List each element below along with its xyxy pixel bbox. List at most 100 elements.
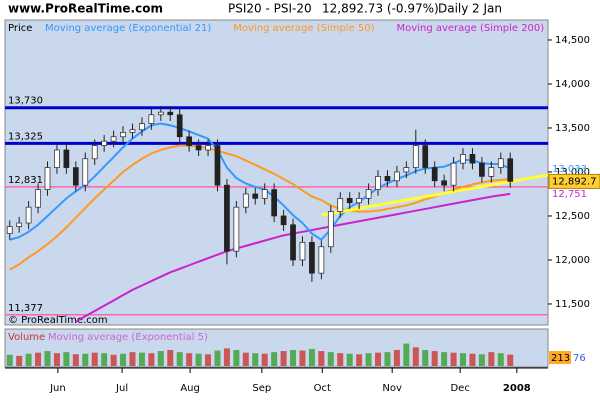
candle-body <box>35 189 41 208</box>
x-tick-label: Jul <box>115 383 128 394</box>
volume-bar <box>478 354 485 366</box>
candle-body <box>488 167 495 177</box>
volume-bar <box>327 352 334 366</box>
candle-body <box>318 246 325 274</box>
volume-bar <box>497 353 504 366</box>
candle-body <box>63 149 70 168</box>
candle-body <box>186 136 192 146</box>
last-value-label: 13,033 <box>552 164 587 175</box>
candle-body <box>25 206 32 224</box>
candle-body <box>72 167 79 186</box>
volume-bar <box>110 354 117 366</box>
volume-bar <box>91 352 98 366</box>
last-close-label: 12,892.7 <box>552 176 597 187</box>
y-tick-label: 13,500 <box>555 123 590 134</box>
volume-bar <box>318 351 325 366</box>
candle-body <box>346 198 353 204</box>
candle-body <box>412 145 419 168</box>
volume-bar <box>299 350 306 366</box>
volume-bar <box>488 352 495 366</box>
volume-last-label: 213 <box>551 353 570 364</box>
candle-body <box>205 145 211 151</box>
volume-bar <box>120 353 127 366</box>
x-tick-label: Jun <box>49 383 66 394</box>
volume-bar <box>460 353 467 366</box>
candle-body <box>394 171 400 182</box>
candle-body <box>242 193 249 208</box>
x-tick-label: Oct <box>314 383 331 394</box>
volume-bar <box>63 352 70 366</box>
candle-body <box>54 149 60 168</box>
volume-bar <box>412 347 419 366</box>
volume-bar <box>233 350 240 366</box>
candle-body <box>356 198 362 204</box>
volume-bar <box>403 343 410 366</box>
candle-body <box>497 158 504 168</box>
candle-body <box>441 180 447 186</box>
candle-body <box>271 189 277 217</box>
volume-bar <box>337 353 344 366</box>
volume-ma-last-label: 76 <box>573 353 586 364</box>
candle-body <box>431 167 438 182</box>
level-label: 13,730 <box>8 96 43 107</box>
x-tick-label: Aug <box>180 383 200 394</box>
candle-body <box>375 176 381 190</box>
candle-body <box>148 114 155 124</box>
volume-bar <box>6 354 13 366</box>
volume-bar <box>507 354 514 366</box>
volume-bar <box>25 353 32 366</box>
candle-body <box>157 111 164 116</box>
volume-bar <box>441 352 448 366</box>
volume-bar <box>422 350 429 366</box>
instrument: PSI20 - PSI-20 <box>228 2 312 16</box>
volume-bar <box>365 353 372 366</box>
period: Daily <box>438 2 468 16</box>
candle-body <box>365 189 372 199</box>
candle-body <box>479 162 485 177</box>
candle-body <box>224 184 230 252</box>
candle-body <box>460 154 466 164</box>
volume-bar <box>16 355 23 366</box>
volume-bar <box>261 353 268 366</box>
candle-body <box>129 129 136 133</box>
volume-bar <box>242 352 249 366</box>
volume-bar <box>271 352 278 366</box>
candle-body <box>44 167 51 190</box>
candle-body <box>214 145 221 186</box>
volume-bar <box>450 352 457 366</box>
candle-body <box>176 114 183 138</box>
volume-bar <box>280 351 287 366</box>
volume-bar <box>393 350 400 366</box>
level-label: 11,377 <box>8 303 43 314</box>
volume-bar <box>375 352 382 366</box>
volume-title: Volume <box>8 332 45 343</box>
y-tick-label: 12,000 <box>555 255 590 266</box>
candle-body <box>280 215 287 226</box>
y-tick-label: 11,500 <box>555 299 590 310</box>
volume-bar <box>252 353 259 366</box>
volume-bar <box>53 353 60 366</box>
candle-body <box>450 162 457 186</box>
volume-bar <box>101 353 108 366</box>
price-label: Price <box>8 23 32 34</box>
volume-bar <box>176 352 183 366</box>
candle-body <box>252 193 259 199</box>
candle-body <box>299 242 306 261</box>
volume-bar <box>72 354 79 366</box>
ma-line <box>9 122 511 242</box>
level-label: 12,831 <box>8 175 43 186</box>
volume-last-box <box>549 351 571 364</box>
legend-entry: Moving average (Exponential 21) <box>45 23 211 34</box>
volume-bar <box>214 350 221 366</box>
candle-body <box>120 132 126 138</box>
volume-bar <box>186 353 193 366</box>
candle-body <box>507 158 514 182</box>
volume-bar <box>157 351 164 366</box>
candle-body <box>337 198 344 212</box>
ma-line <box>9 144 511 271</box>
candle-body <box>16 222 23 227</box>
x-tick-label: Dec <box>450 383 469 394</box>
y-tick-label: 12,500 <box>555 211 590 222</box>
volume-bar <box>346 353 353 366</box>
